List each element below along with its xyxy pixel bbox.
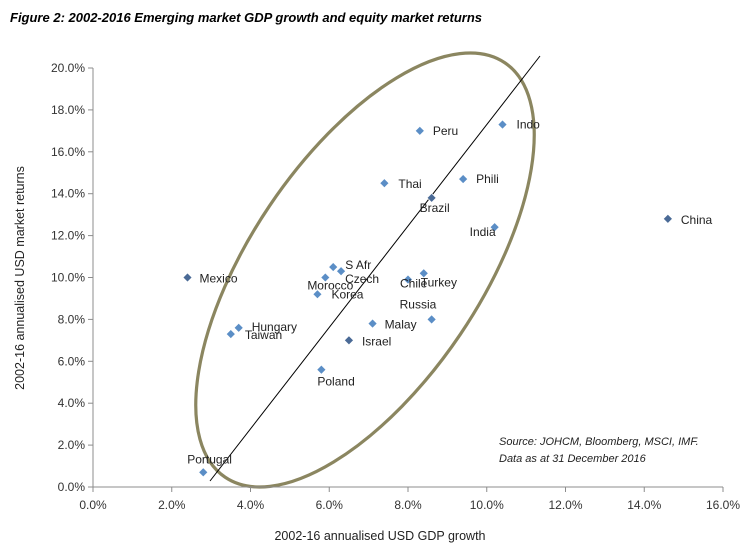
data-point <box>497 119 508 130</box>
data-point <box>414 125 425 136</box>
data-point <box>458 174 469 184</box>
y-tick-label: 20.0% <box>51 61 85 75</box>
x-tick-label: 4.0% <box>237 498 265 512</box>
data-point <box>316 364 327 375</box>
data-point <box>426 314 437 325</box>
data-point <box>233 322 244 333</box>
data-points <box>182 119 673 478</box>
x-tick-label: 8.0% <box>394 498 422 512</box>
y-tick-label: 0.0% <box>58 480 86 494</box>
data-point <box>328 262 339 272</box>
y-tick-label: 6.0% <box>58 354 86 368</box>
y-tick-label: 16.0% <box>51 145 85 159</box>
data-point <box>489 222 500 233</box>
data-point-label: Russia <box>400 297 437 311</box>
data-point <box>379 178 390 189</box>
source-note: Source: JOHCM, Bloomberg, MSCI, IMF. Dat… <box>499 434 699 468</box>
data-point-label: Israel <box>362 334 391 348</box>
data-point-label: Malay <box>385 318 417 332</box>
data-point-label: S Afr <box>345 258 371 272</box>
data-point-label: Phili <box>476 172 499 186</box>
y-tick-label: 12.0% <box>51 229 85 243</box>
data-point <box>662 213 673 224</box>
data-point-label: Korea <box>331 287 363 301</box>
data-point <box>367 318 378 329</box>
y-tick-label: 2.0% <box>58 438 86 452</box>
point-labels: Indo Peru Phili Thai Brazil China India S Afr Me… <box>187 118 712 467</box>
data-point <box>182 272 193 283</box>
data-point-label: Brazil <box>420 201 450 215</box>
axes: 0.0% 2.0% 4.0% 6.0% 8.0% 10.0% 12.0% 14.0% 16.0%… <box>51 61 740 512</box>
x-tick-label: 14.0% <box>627 498 661 512</box>
data-point <box>225 329 236 339</box>
date-line: Data as at 31 December 2016 <box>499 453 646 465</box>
highlight-ellipse <box>194 51 536 489</box>
y-tick-label: 14.0% <box>51 187 85 201</box>
data-point <box>198 467 209 478</box>
x-tick-label: 16.0% <box>706 498 740 512</box>
trendline <box>209 55 541 482</box>
data-point-label: Czech <box>345 272 379 286</box>
trendline-layer <box>209 55 541 482</box>
x-tick-label: 12.0% <box>548 498 582 512</box>
data-point-label: India <box>470 225 496 239</box>
data-point <box>336 266 346 277</box>
data-point-label: Mexico <box>200 272 238 286</box>
x-tick-label: 2.0% <box>158 498 186 512</box>
data-point-label: Taiwan <box>245 328 282 342</box>
y-tick-label: 18.0% <box>51 103 85 117</box>
y-tick-label: 8.0% <box>58 312 86 326</box>
x-tick-label: 0.0% <box>79 498 107 512</box>
data-point-label: Indo <box>517 118 541 132</box>
data-point-label: Chile <box>400 277 428 291</box>
data-point-label: Portugal <box>187 452 232 466</box>
source-line: Source: JOHCM, Bloomberg, MSCI, IMF. <box>499 436 699 448</box>
y-tick-label: 10.0% <box>51 271 85 285</box>
data-point <box>426 192 437 203</box>
data-point-label: Morocco <box>307 279 353 293</box>
data-point-label: Peru <box>433 124 458 138</box>
y-axis-title: 2002-16 annualised USD market returns <box>13 166 27 390</box>
x-tick-label: 6.0% <box>316 498 344 512</box>
data-point-label: Poland <box>317 375 354 389</box>
data-point-label: Turkey <box>421 275 457 289</box>
data-point <box>403 274 413 285</box>
data-point-label: Hungary <box>252 320 297 334</box>
data-point-label: China <box>681 213 713 227</box>
data-point <box>418 268 429 279</box>
x-axis-title: 2002-16 annualised USD GDP growth <box>274 529 485 543</box>
figure-title: Figure 2: 2002-2016 Emerging market GDP … <box>10 10 482 25</box>
data-point <box>320 272 331 283</box>
data-point <box>344 335 354 346</box>
data-point <box>312 289 323 300</box>
highlight-ellipse-layer <box>194 51 536 489</box>
x-tick-label: 10.0% <box>470 498 504 512</box>
y-tick-label: 4.0% <box>58 396 86 410</box>
data-point-label: Thai <box>398 177 421 191</box>
